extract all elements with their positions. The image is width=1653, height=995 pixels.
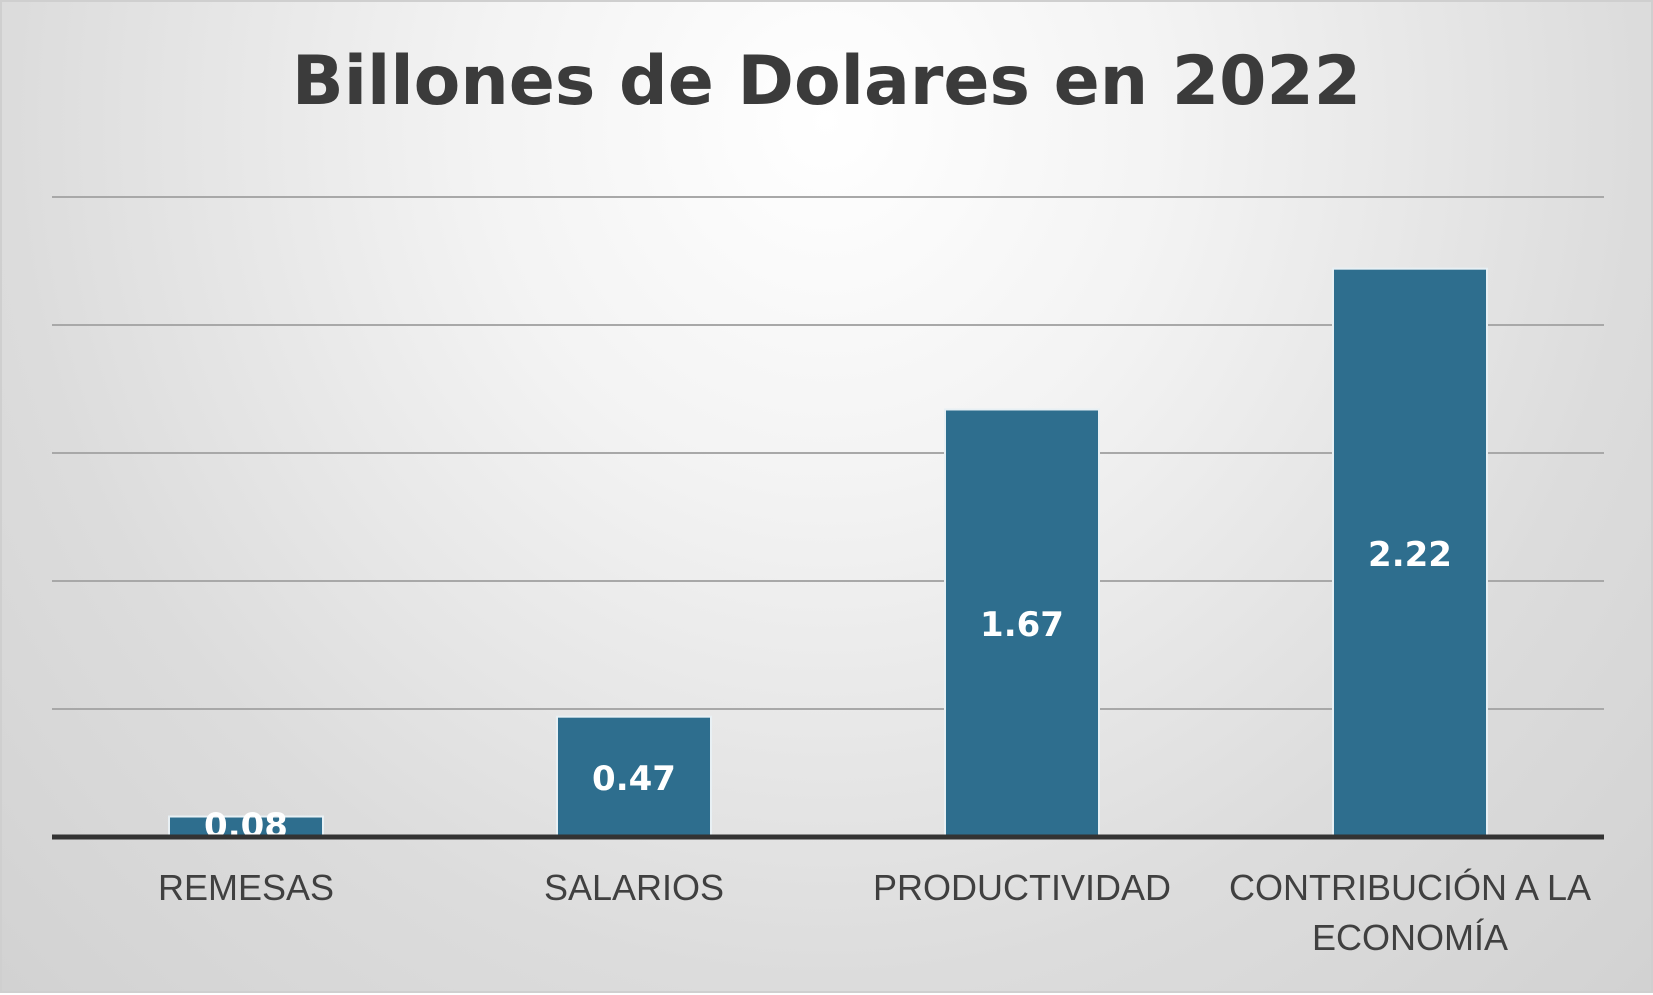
x-tick-label: PRODUCTIVIDAD (873, 867, 1171, 908)
x-tick-label: CONTRIBUCIÓN A LA (1229, 867, 1591, 908)
data-label: 2.22 (1368, 535, 1452, 575)
bar (556, 715, 712, 838)
x-tick-label: ECONOMÍA (1312, 917, 1508, 958)
x-tick-label: REMESAS (158, 867, 334, 908)
bar (944, 408, 1100, 838)
data-label: 1.67 (980, 605, 1064, 645)
x-tick-label: SALARIOS (544, 867, 724, 908)
chart-title: Billones de Dolares en 2022 (291, 42, 1362, 121)
data-label: 0.47 (592, 759, 676, 799)
data-label: 0.08 (204, 806, 288, 846)
bar (1332, 267, 1488, 838)
